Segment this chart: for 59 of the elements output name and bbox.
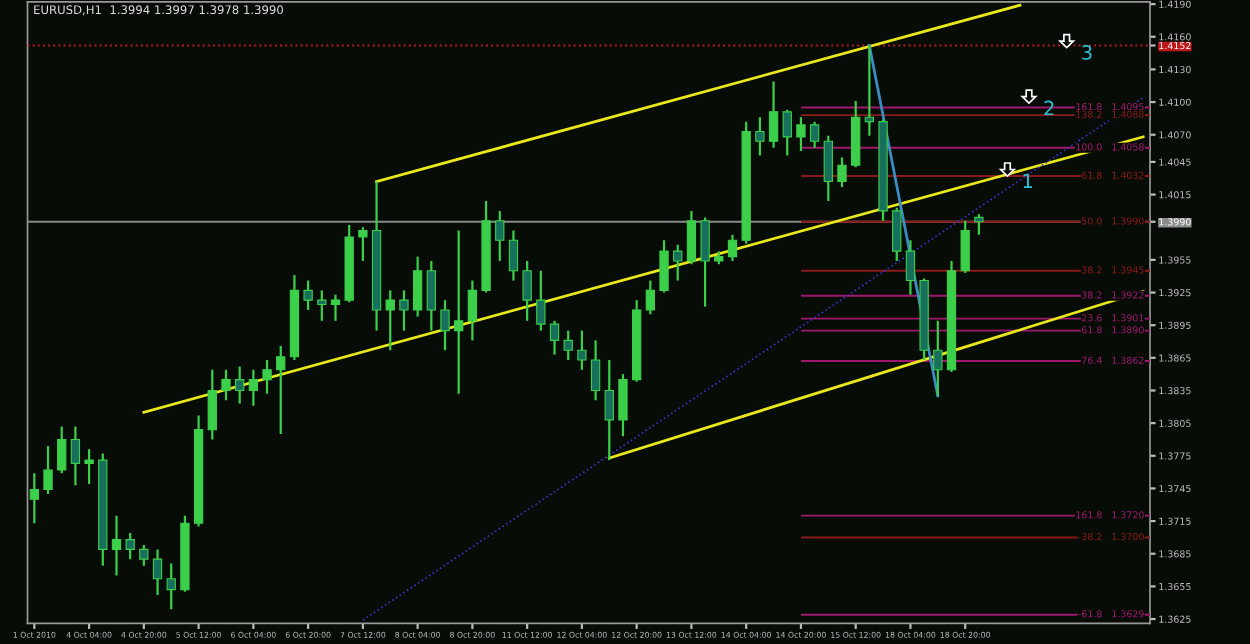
candlestick	[29, 472, 40, 525]
candlestick	[152, 548, 163, 597]
candlestick	[933, 319, 943, 398]
candlestick	[70, 425, 81, 487]
candlestick	[823, 134, 833, 203]
candlestick	[84, 448, 94, 486]
candlestick	[358, 226, 368, 263]
candlestick	[235, 365, 245, 405]
candlestick	[522, 259, 532, 322]
candlestick	[440, 299, 450, 352]
candlestick	[139, 543, 149, 567]
candlestick	[111, 514, 122, 577]
candlestick	[563, 329, 573, 362]
candlestick	[782, 108, 792, 157]
candlestick	[454, 229, 464, 395]
annotation: 3	[1082, 45, 1092, 60]
candlestick	[248, 368, 259, 407]
candlestick	[864, 44, 875, 137]
candlestick	[618, 373, 628, 438]
candlestick	[686, 209, 697, 266]
candlestick	[412, 255, 423, 318]
candlestick	[604, 358, 614, 462]
candlestick	[768, 80, 779, 149]
candlestick	[755, 116, 765, 157]
candlestick	[317, 289, 327, 322]
candlestick	[549, 319, 560, 356]
candlestick	[262, 358, 272, 395]
candlestick	[125, 531, 135, 561]
candlestick	[426, 259, 436, 332]
candlestick	[385, 289, 395, 352]
candlestick	[303, 279, 313, 312]
annotation: 1	[1023, 173, 1033, 188]
candlestick	[659, 239, 669, 294]
candlestick	[276, 344, 286, 436]
candlestick	[645, 279, 656, 316]
candlestick	[536, 269, 546, 332]
candlestick	[207, 368, 217, 441]
candlestick	[508, 229, 519, 282]
candlestick	[905, 239, 916, 296]
candlestick	[577, 329, 587, 371]
candlestick	[399, 289, 409, 332]
candlestick	[495, 209, 505, 263]
candlestick	[974, 213, 984, 236]
candlestick	[960, 219, 970, 275]
candlestick	[892, 206, 902, 263]
candlestick	[590, 339, 601, 402]
candlestick	[851, 99, 861, 169]
candlestick	[330, 293, 341, 322]
candlestick	[467, 279, 478, 342]
candlestick	[673, 243, 683, 282]
candlestick	[837, 156, 847, 189]
candlestick	[727, 233, 738, 263]
candlestick	[166, 562, 176, 611]
candlestick	[700, 216, 710, 308]
candlestick	[221, 368, 231, 402]
candlestick	[43, 444, 53, 495]
candlestick	[57, 425, 67, 475]
candlestick	[796, 116, 806, 153]
candlestick	[809, 120, 820, 149]
